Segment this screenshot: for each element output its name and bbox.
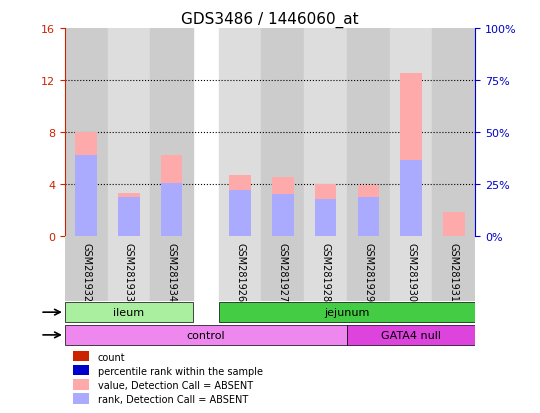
Bar	[347, 236, 390, 301]
Bar	[272, 178, 294, 236]
Bar	[161, 156, 183, 236]
Text: percentile rank within the sample: percentile rank within the sample	[98, 366, 262, 376]
Text: value, Detection Call = ABSENT: value, Detection Call = ABSENT	[98, 380, 253, 390]
Bar	[65, 236, 107, 301]
Bar	[390, 29, 433, 236]
Text: ileum: ileum	[113, 307, 145, 317]
Bar	[65, 29, 107, 236]
Bar	[65, 302, 193, 323]
Text: GSM281928: GSM281928	[321, 243, 330, 302]
Bar	[400, 161, 422, 236]
Bar	[230, 191, 251, 236]
Bar	[161, 183, 183, 236]
Bar	[230, 176, 251, 236]
Text: count: count	[98, 352, 125, 362]
Title: GDS3486 / 1446060_at: GDS3486 / 1446060_at	[181, 12, 359, 28]
Text: GSM281929: GSM281929	[363, 243, 373, 302]
Bar	[261, 29, 304, 236]
Bar	[219, 302, 475, 323]
Bar	[390, 236, 433, 301]
Bar	[261, 236, 304, 301]
Text: GSM281930: GSM281930	[406, 243, 416, 301]
Text: rank, Detection Call = ABSENT: rank, Detection Call = ABSENT	[98, 394, 248, 404]
Bar	[150, 29, 193, 236]
Bar	[219, 236, 261, 301]
Bar	[76, 133, 97, 236]
Bar	[73, 351, 90, 362]
Text: control: control	[186, 330, 225, 340]
Text: GSM281932: GSM281932	[81, 243, 91, 302]
Bar	[304, 236, 347, 301]
Text: GSM281926: GSM281926	[235, 243, 245, 302]
Bar	[65, 325, 347, 345]
Bar	[315, 185, 336, 236]
Text: GSM281934: GSM281934	[167, 243, 177, 301]
Bar	[219, 29, 261, 236]
Bar	[433, 29, 475, 236]
Bar	[304, 29, 347, 236]
Bar	[272, 195, 294, 236]
Text: GSM281933: GSM281933	[124, 243, 134, 301]
Bar	[73, 379, 90, 389]
Bar	[357, 197, 379, 236]
Bar	[118, 194, 140, 236]
Bar	[433, 236, 475, 301]
Text: GSM281931: GSM281931	[449, 243, 459, 301]
Bar	[443, 213, 464, 236]
Bar	[118, 197, 140, 236]
Bar	[357, 186, 379, 236]
Bar	[107, 236, 150, 301]
Bar	[347, 29, 390, 236]
Bar	[150, 236, 193, 301]
Bar	[400, 74, 422, 236]
Text: GATA4 null: GATA4 null	[381, 330, 441, 340]
Bar	[73, 393, 90, 404]
Bar	[315, 200, 336, 236]
Bar	[347, 325, 475, 345]
Bar	[73, 365, 90, 375]
Text: GSM281927: GSM281927	[278, 243, 288, 302]
Bar	[107, 29, 150, 236]
Bar	[76, 156, 97, 236]
Text: jejunum: jejunum	[324, 307, 370, 317]
